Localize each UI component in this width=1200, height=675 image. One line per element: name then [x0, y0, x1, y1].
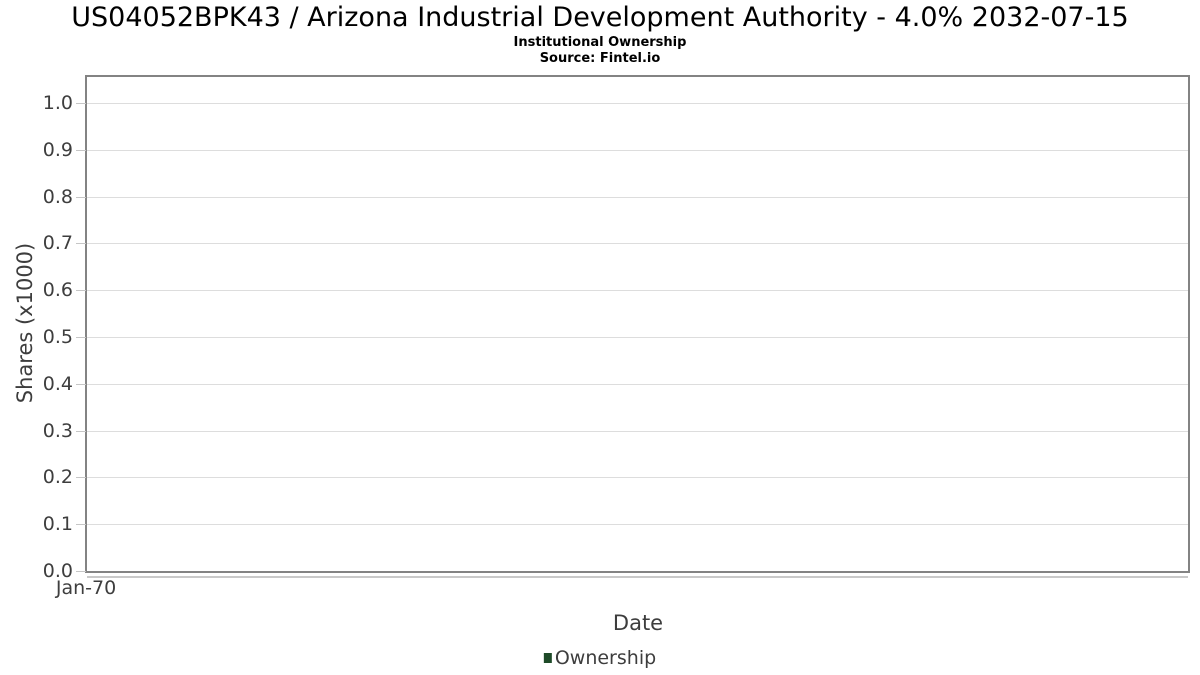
gridline — [87, 243, 1188, 245]
y-tick-label: 0.0 — [42, 560, 73, 582]
chart-source-label: Source: Fintel.io — [539, 51, 661, 66]
y-tick-label: 0.9 — [42, 138, 73, 161]
gridline — [87, 103, 1188, 104]
y-tick-label: 0.7 — [42, 232, 73, 255]
y-tick-mark — [76, 383, 86, 385]
gridline — [87, 149, 1188, 151]
gridline — [87, 524, 1188, 526]
chart-title: US04052BPK43 / Arizona Industrial Develo… — [71, 2, 1129, 33]
y-tick-mark — [76, 243, 86, 245]
legend-marker-ownership — [543, 653, 552, 663]
y-axis-title: Shares (x1000) — [13, 242, 37, 404]
y-tick-mark — [76, 196, 86, 198]
legend-label-ownership: Ownership — [554, 647, 657, 669]
x-tick-label: Jan-70 — [55, 577, 117, 599]
y-tick-mark — [76, 524, 86, 526]
y-tick-mark — [76, 337, 86, 338]
gridline — [87, 337, 1188, 338]
chart-subtitle: Institutional Ownership — [513, 35, 687, 50]
gridline — [87, 196, 1188, 198]
y-tick-label: 0.8 — [42, 185, 73, 208]
gridline — [87, 383, 1188, 385]
y-tick-mark — [76, 149, 86, 151]
x-axis-title: Date — [612, 611, 664, 635]
plot-area — [85, 75, 1190, 573]
y-tick-mark — [76, 290, 86, 292]
y-tick-label: 0.3 — [42, 419, 73, 442]
y-tick-label: 0.5 — [42, 326, 73, 348]
y-tick-mark — [76, 430, 86, 432]
y-tick-label: 0.4 — [42, 372, 73, 395]
y-tick-label: 0.2 — [42, 466, 73, 489]
x-axis-line — [87, 576, 1188, 578]
legend: Ownership — [543, 646, 657, 670]
gridline — [87, 430, 1188, 432]
gridline — [87, 290, 1188, 292]
y-tick-label: 0.6 — [42, 279, 73, 302]
y-tick-mark — [76, 571, 86, 572]
y-tick-label: 1.0 — [42, 92, 73, 114]
y-tick-mark — [76, 477, 86, 479]
y-tick-mark — [76, 103, 86, 104]
gridline — [87, 477, 1188, 479]
y-tick-label: 0.1 — [42, 513, 73, 536]
